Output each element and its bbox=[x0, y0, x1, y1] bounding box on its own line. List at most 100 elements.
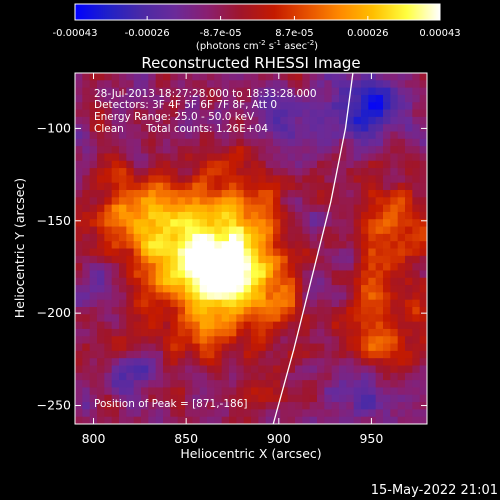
heatmap-cell bbox=[82, 87, 91, 96]
heatmap-cell bbox=[317, 204, 325, 213]
heatmap-cell bbox=[405, 124, 413, 132]
heatmap-cell bbox=[280, 299, 289, 308]
heatmap-cell bbox=[126, 175, 135, 184]
heatmap-cell bbox=[273, 263, 281, 271]
heatmap-cell bbox=[273, 255, 281, 264]
heatmap-cell bbox=[155, 307, 164, 315]
heatmap-cell bbox=[390, 402, 399, 410]
y-tick-label: −200 bbox=[37, 305, 71, 320]
heatmap-cell bbox=[207, 175, 215, 184]
heatmap-cell bbox=[412, 277, 421, 286]
heatmap-cell bbox=[324, 336, 333, 345]
heatmap-cell bbox=[221, 350, 230, 359]
heatmap-cell bbox=[133, 138, 142, 147]
heatmap-cell bbox=[397, 336, 406, 345]
heatmap-cell bbox=[75, 87, 83, 96]
heatmap-cell bbox=[412, 285, 421, 293]
heatmap-cell bbox=[280, 372, 289, 381]
heatmap-cell bbox=[97, 292, 105, 301]
heatmap-cell bbox=[287, 182, 296, 191]
heatmap-cell bbox=[368, 94, 377, 103]
heatmap-cell bbox=[309, 321, 318, 330]
heatmap-cell bbox=[295, 285, 303, 293]
heatmap-cell bbox=[163, 138, 171, 147]
heatmap-cell bbox=[177, 182, 186, 191]
heatmap-cell bbox=[177, 168, 186, 176]
heatmap-cell bbox=[236, 116, 245, 125]
heatmap-cell bbox=[214, 270, 223, 279]
heatmap-cell bbox=[280, 321, 289, 330]
heatmap-cell bbox=[397, 409, 406, 418]
heatmap-cell bbox=[353, 241, 362, 249]
heatmap-cell bbox=[353, 94, 362, 103]
heatmap-cell bbox=[265, 263, 274, 271]
heatmap-cell bbox=[295, 190, 303, 198]
heatmap-cell bbox=[177, 241, 186, 249]
colorbar-units: (photons cm-2 s-1 asec-2) bbox=[196, 39, 318, 52]
heatmap-cell bbox=[280, 263, 289, 271]
heatmap-cell bbox=[331, 248, 340, 257]
heatmap-cell bbox=[221, 402, 230, 410]
heatmap-cell bbox=[331, 153, 340, 162]
heatmap-cell bbox=[273, 277, 281, 286]
heatmap-cell bbox=[273, 226, 281, 235]
heatmap-cell bbox=[89, 94, 98, 103]
heatmap-cell bbox=[133, 241, 142, 249]
heatmap-cell bbox=[104, 263, 113, 271]
heatmap-cell bbox=[331, 87, 340, 96]
heatmap-cell bbox=[383, 380, 391, 388]
heatmap-cell bbox=[163, 190, 171, 198]
heatmap-cell bbox=[104, 124, 113, 132]
heatmap-cell bbox=[89, 387, 98, 396]
heatmap-cell bbox=[207, 109, 215, 118]
heatmap-cell bbox=[412, 372, 421, 381]
heatmap-cell bbox=[133, 336, 142, 345]
heatmap-cell bbox=[163, 226, 171, 235]
heatmap-cell bbox=[119, 285, 127, 293]
heatmap-cell bbox=[170, 372, 179, 381]
heatmap-cell bbox=[361, 146, 369, 154]
heatmap-cell bbox=[361, 197, 369, 206]
heatmap-cell bbox=[221, 380, 230, 388]
heatmap-cell bbox=[287, 365, 296, 374]
heatmap-cell bbox=[126, 358, 135, 366]
heatmap-cell bbox=[192, 321, 201, 330]
heatmap-cell bbox=[229, 197, 237, 206]
heatmap-cell bbox=[295, 124, 303, 132]
heatmap-cell bbox=[207, 299, 215, 308]
heatmap-cell bbox=[236, 263, 245, 271]
heatmap-cell bbox=[295, 409, 303, 418]
heatmap-cell bbox=[148, 365, 157, 374]
heatmap-cell bbox=[390, 365, 399, 374]
heatmap-cell bbox=[405, 358, 413, 366]
heatmap-cell bbox=[397, 387, 406, 396]
heatmap-cell bbox=[163, 219, 171, 228]
heatmap-cell bbox=[199, 109, 208, 118]
heatmap-cell bbox=[302, 94, 311, 103]
heatmap-cell bbox=[221, 94, 230, 103]
heatmap-cell bbox=[82, 226, 91, 235]
heatmap-cell bbox=[133, 175, 142, 184]
heatmap-cell bbox=[185, 402, 193, 410]
heatmap-cell bbox=[214, 168, 223, 176]
heatmap-cell bbox=[346, 204, 355, 213]
heatmap-cell bbox=[133, 94, 142, 103]
heatmap-cell bbox=[251, 394, 259, 403]
heatmap-cell bbox=[126, 94, 135, 103]
heatmap-cell bbox=[251, 175, 259, 184]
heatmap-cell bbox=[302, 153, 311, 162]
heatmap-cell bbox=[97, 241, 105, 249]
heatmap-cell bbox=[236, 204, 245, 213]
heatmap-cell bbox=[258, 219, 267, 228]
heatmap-cell bbox=[280, 80, 289, 89]
heatmap-cell bbox=[295, 197, 303, 206]
heatmap-cell bbox=[346, 372, 355, 381]
heatmap-cell bbox=[390, 138, 399, 147]
heatmap-cell bbox=[419, 343, 427, 352]
heatmap-cell bbox=[75, 314, 83, 323]
heatmap-cell bbox=[405, 233, 413, 242]
heatmap-cell bbox=[361, 153, 369, 162]
heatmap-cell bbox=[199, 409, 208, 418]
heatmap-cell bbox=[405, 87, 413, 96]
heatmap-cell bbox=[163, 197, 171, 206]
